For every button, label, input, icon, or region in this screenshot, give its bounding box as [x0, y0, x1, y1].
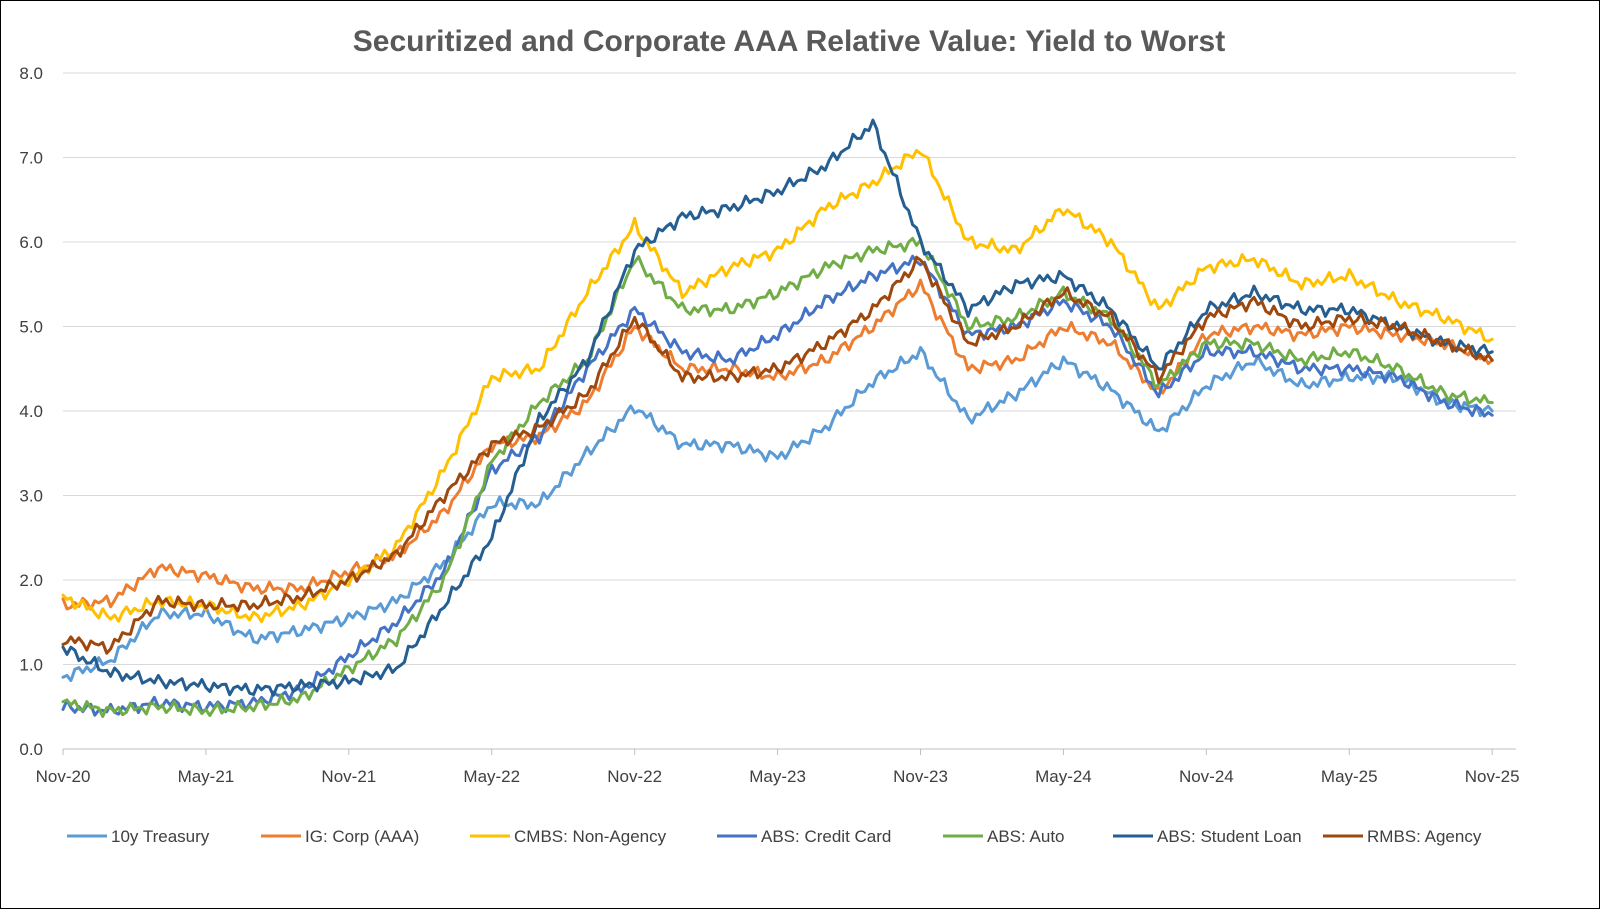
- y-tick-label: 8.0: [19, 64, 43, 83]
- gridlines: [63, 72, 1516, 750]
- y-tick-label: 4.0: [19, 402, 43, 421]
- x-axis-ticks: Nov-20 May-21 Nov-21 May-22 Nov-22 May-23 Nov-…: [36, 749, 1520, 786]
- legend-label: ABS: Auto: [987, 827, 1065, 846]
- x-tick-label: May-23: [749, 767, 806, 786]
- legend-label: IG: Corp (AAA): [305, 827, 419, 846]
- y-axis-ticks: 0.0 1.0 2.0 3.0 4.0 5.0 6.0 7.0 8.0: [19, 64, 43, 759]
- x-tick-label: May-24: [1035, 767, 1092, 786]
- legend: 10y Treasury IG: Corp (AAA) CMBS: Non-Agen…: [67, 827, 1482, 846]
- series-line-abs-student-loan: [61, 118, 1494, 697]
- legend-label: ABS: Credit Card: [761, 827, 891, 846]
- series-line-rmbs-agency: [61, 255, 1494, 655]
- legend-label: 10y Treasury: [111, 827, 210, 846]
- legend-label: CMBS: Non-Agency: [514, 827, 667, 846]
- x-tick-label: May-21: [178, 767, 235, 786]
- series-line-cmbs-non-agency: [61, 149, 1494, 624]
- x-tick-label: Nov-24: [1179, 767, 1234, 786]
- x-tick-label: Nov-20: [36, 767, 91, 786]
- chart-title: Securitized and Corporate AAA Relative V…: [353, 25, 1225, 58]
- legend-label: ABS: Student Loan: [1157, 827, 1302, 846]
- y-tick-label: 0.0: [19, 740, 43, 759]
- y-tick-label: 6.0: [19, 233, 43, 252]
- series-lines: [61, 118, 1494, 718]
- y-tick-label: 2.0: [19, 571, 43, 590]
- y-tick-label: 1.0: [19, 656, 43, 675]
- y-tick-label: 3.0: [19, 487, 43, 506]
- x-tick-label: Nov-25: [1465, 767, 1520, 786]
- series-line-abs-auto: [61, 236, 1494, 718]
- x-tick-label: Nov-22: [607, 767, 662, 786]
- x-tick-label: Nov-23: [893, 767, 948, 786]
- y-tick-label: 5.0: [19, 318, 43, 337]
- series-line-10y-treasury: [61, 346, 1494, 683]
- x-tick-label: May-25: [1321, 767, 1378, 786]
- y-tick-label: 7.0: [19, 149, 43, 168]
- x-tick-label: May-22: [463, 767, 520, 786]
- series-line-abs-credit-card: [61, 254, 1494, 717]
- series-line-ig-corp-aaa: [61, 278, 1494, 611]
- x-tick-label: Nov-21: [321, 767, 376, 786]
- legend-label: RMBS: Agency: [1367, 827, 1482, 846]
